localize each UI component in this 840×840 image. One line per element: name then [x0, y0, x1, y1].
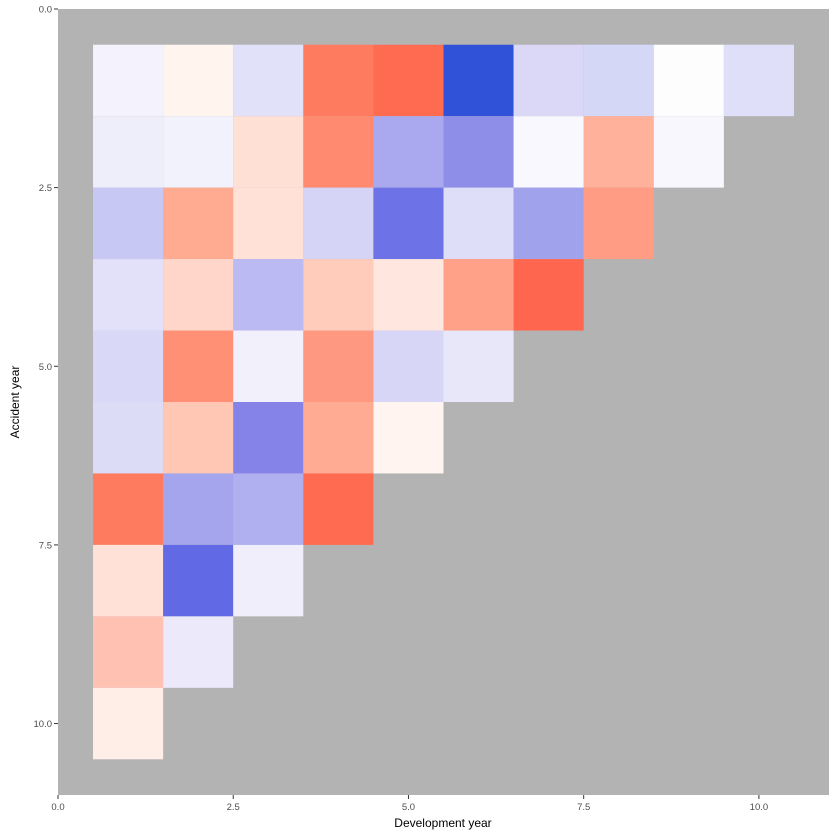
y-tick-label: 5.0 — [39, 362, 52, 373]
heatmap-cell — [163, 259, 234, 331]
heatmap-cell — [303, 116, 374, 188]
heatmap-cell — [233, 187, 304, 260]
y-axis-label: Accident year — [8, 366, 22, 439]
heatmap-cell — [653, 116, 724, 188]
heatmap-cell — [373, 259, 444, 331]
x-tick-label: 2.5 — [227, 802, 240, 813]
x-tick-label: 0.0 — [51, 802, 64, 813]
heatmap-cell — [93, 616, 164, 688]
heatmap-cell — [303, 259, 374, 331]
y-tick-label: 10.0 — [34, 719, 53, 730]
y-tick-label: 0.0 — [39, 5, 52, 16]
heatmap-cell — [583, 44, 654, 117]
heatmap-cell — [443, 187, 514, 260]
heatmap-cell — [303, 402, 374, 474]
x-axis: 0.0 2.5 5.0 7.5 10.0 — [51, 795, 768, 813]
heatmap-cell — [303, 330, 374, 402]
heatmap-cell — [163, 44, 234, 117]
heatmap-cell — [653, 44, 724, 117]
heatmap-cell — [373, 330, 444, 402]
heatmap-cell — [93, 402, 164, 474]
heatmap-cell — [163, 330, 234, 402]
heatmap-cell — [373, 402, 444, 474]
heatmap-cell — [93, 330, 164, 402]
heatmap-cell — [513, 259, 584, 331]
heatmap-cell — [443, 116, 514, 188]
heatmap-cells — [93, 44, 794, 760]
heatmap-cell — [443, 259, 514, 331]
heatmap-cell — [93, 473, 164, 545]
y-axis: 0.0 2.5 5.0 7.5 10.0 — [34, 5, 58, 730]
heatmap-cell — [373, 116, 444, 188]
heatmap-cell — [163, 116, 234, 188]
heatmap-cell — [163, 473, 234, 545]
y-tick-label: 2.5 — [39, 183, 52, 194]
heatmap-cell — [163, 187, 234, 260]
heatmap-cell — [583, 116, 654, 188]
heatmap-cell — [233, 330, 304, 402]
heatmap-cell — [93, 44, 164, 117]
heatmap-cell — [233, 473, 304, 545]
heatmap-cell — [163, 616, 234, 688]
heatmap-cell — [303, 187, 374, 260]
heatmap-cell — [93, 187, 164, 260]
heatmap-cell — [233, 259, 304, 331]
x-tick-label: 10.0 — [750, 802, 769, 813]
heatmap-cell — [163, 544, 234, 617]
heatmap-cell — [513, 187, 584, 260]
heatmap-cell — [93, 687, 164, 760]
x-tick-label: 7.5 — [577, 802, 590, 813]
heatmap-cell — [93, 116, 164, 188]
heatmap-cell — [233, 116, 304, 188]
heatmap-cell — [93, 259, 164, 331]
x-tick-label: 5.0 — [402, 802, 415, 813]
heatmap-cell — [513, 44, 584, 117]
heatmap-cell — [443, 44, 514, 117]
heatmap-cell — [583, 187, 654, 260]
heatmap-cell — [373, 44, 444, 117]
heatmap-cell — [233, 544, 304, 617]
heatmap-cell — [303, 473, 374, 545]
heatmap-cell — [723, 44, 794, 117]
heatmap-cell — [443, 330, 514, 402]
heatmap-cell — [303, 44, 374, 117]
heatmap-cell — [93, 544, 164, 617]
heatmap-cell — [163, 402, 234, 474]
heatmap-cell — [233, 402, 304, 474]
x-axis-label: Development year — [394, 816, 491, 830]
heatmap-cell — [513, 116, 584, 188]
heatmap-cell — [373, 187, 444, 260]
y-tick-label: 7.5 — [39, 540, 52, 551]
heatmap-cell — [233, 44, 304, 117]
